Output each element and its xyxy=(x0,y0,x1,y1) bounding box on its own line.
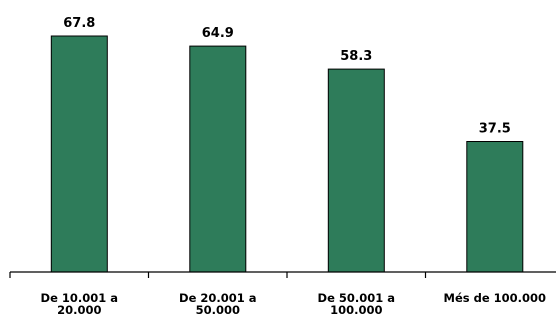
category-label-line: Més de 100.000 xyxy=(444,291,547,305)
category-label-line: 100.000 xyxy=(330,303,382,317)
value-label-2: 64.9 xyxy=(202,26,234,41)
value-label-4: 37.5 xyxy=(479,122,511,137)
bar-4 xyxy=(466,141,524,273)
category-label-4: Més de 100.000 xyxy=(444,291,547,305)
category-label-line: 20.000 xyxy=(57,303,101,317)
bars-group xyxy=(50,35,524,273)
category-label-3: De 50.001 a 100.000 xyxy=(318,291,396,317)
category-label-line: De 20.001 a xyxy=(179,291,257,305)
category-label-line: De 10.001 a xyxy=(41,291,119,305)
category-label-line: 50.000 xyxy=(196,303,240,317)
category-label-2: De 20.001 a 50.000 xyxy=(179,291,257,317)
bar-2 xyxy=(189,45,247,273)
category-label-line: De 50.001 a xyxy=(318,291,396,305)
category-labels: De 10.001 a 20.000 De 20.001 a 50.000 De 50.… xyxy=(41,291,547,317)
category-label-1: De 10.001 a 20.000 xyxy=(41,291,119,317)
value-label-3: 58.3 xyxy=(340,49,372,64)
bar-3 xyxy=(327,68,385,273)
value-labels: 67.8 64.9 58.3 37.5 xyxy=(63,16,511,137)
value-label-1: 67.8 xyxy=(63,16,95,31)
x-axis xyxy=(9,271,556,278)
bar-1 xyxy=(50,35,108,273)
